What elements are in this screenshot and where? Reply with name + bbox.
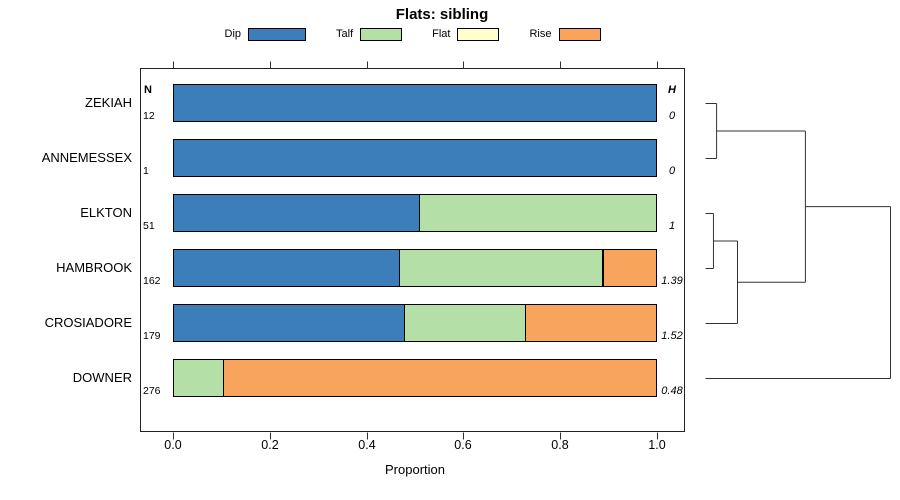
plot-box <box>140 68 685 432</box>
n-column-header: N <box>144 84 152 96</box>
legend-label: Talf <box>336 28 354 40</box>
h-value: 1.52 <box>661 330 683 342</box>
legend-item-talf: Talf <box>336 27 403 41</box>
bar-segment-talf <box>173 359 224 397</box>
legend-swatch <box>558 27 601 41</box>
row-label-hambrook: HAMBROOK <box>56 260 132 275</box>
row-label-zekiah: ZEKIAH <box>85 95 132 110</box>
bar-segment-dip <box>173 304 405 342</box>
n-value: 1 <box>143 165 149 177</box>
n-value: 12 <box>143 110 155 122</box>
bar-segment-dip <box>173 139 657 177</box>
n-value: 162 <box>143 275 161 287</box>
legend: Dip Talf Flat Rise <box>140 26 685 42</box>
x-tick-label: 0.8 <box>551 438 569 452</box>
row-label-elkton: ELKTON <box>80 205 132 220</box>
n-value: 276 <box>143 385 161 397</box>
row-label-crosiadore: CROSIADORE <box>44 315 132 330</box>
row-label-downer: DOWNER <box>72 370 132 385</box>
bar-segment-dip <box>173 194 420 232</box>
x-tick-label: 0.2 <box>261 438 279 452</box>
legend-item-flat: Flat <box>432 27 500 41</box>
h-column-header: H <box>668 84 676 96</box>
legend-label: Rise <box>529 28 552 40</box>
bar-segment-talf <box>419 194 657 232</box>
x-tick-label: 0.6 <box>454 438 472 452</box>
x-tick-label: 1.0 <box>648 438 666 452</box>
n-value: 51 <box>143 220 155 232</box>
x-axis-label: Proportion <box>385 462 445 477</box>
bar-segment-talf <box>404 304 526 342</box>
x-tick-label: 0.4 <box>358 438 376 452</box>
legend-label: Dip <box>224 28 242 40</box>
h-value: 1.39 <box>661 275 683 287</box>
h-value: 0 <box>668 165 676 177</box>
x-tick-label: 0.0 <box>164 438 182 452</box>
h-value: 0.48 <box>661 385 683 397</box>
row-label-annemessex: ANNEMESSEX <box>41 150 132 165</box>
bar-segment-rise <box>525 304 657 342</box>
bar-segment-rise <box>603 249 657 287</box>
bar-segment-dip <box>173 84 657 122</box>
legend-item-rise: Rise <box>529 27 601 41</box>
bar-segment-rise <box>223 359 657 397</box>
legend-swatch <box>457 27 500 41</box>
h-value: 1 <box>668 220 676 232</box>
legend-item-dip: Dip <box>224 27 307 41</box>
legend-swatch <box>248 27 307 41</box>
chart-title: Flats: sibling <box>395 6 489 23</box>
n-value: 179 <box>143 330 161 342</box>
legend-label: Flat <box>432 28 451 40</box>
bar-segment-dip <box>173 249 400 287</box>
legend-swatch <box>360 27 403 41</box>
bar-segment-talf <box>399 249 603 287</box>
h-value: 0 <box>668 110 676 122</box>
